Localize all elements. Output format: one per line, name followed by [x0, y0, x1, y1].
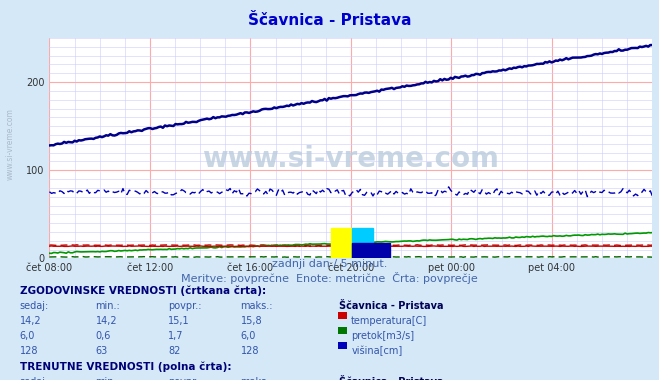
Bar — [352, 242, 389, 258]
Text: povpr.:: povpr.: — [168, 301, 202, 311]
Text: www.si-vreme.com: www.si-vreme.com — [5, 108, 14, 180]
Text: 14,2: 14,2 — [20, 316, 42, 326]
Text: Ščavnica - Pristava: Ščavnica - Pristava — [248, 13, 411, 28]
Text: ZGODOVINSKE VREDNOSTI (črtkana črta):: ZGODOVINSKE VREDNOSTI (črtkana črta): — [20, 286, 266, 296]
Text: zadnji dan / 5 minut.: zadnji dan / 5 minut. — [272, 259, 387, 269]
Text: 15,8: 15,8 — [241, 316, 262, 326]
Text: 63: 63 — [96, 346, 108, 356]
Text: povpr.:: povpr.: — [168, 377, 202, 380]
Text: 82: 82 — [168, 346, 181, 356]
Text: TRENUTNE VREDNOSTI (polna črta):: TRENUTNE VREDNOSTI (polna črta): — [20, 361, 231, 372]
Text: 0,6: 0,6 — [96, 331, 111, 341]
Text: višina[cm]: višina[cm] — [351, 346, 403, 356]
Text: temperatura[C]: temperatura[C] — [351, 316, 428, 326]
Text: 6,0: 6,0 — [20, 331, 35, 341]
Text: 6,0: 6,0 — [241, 331, 256, 341]
Text: pretok[m3/s]: pretok[m3/s] — [351, 331, 415, 341]
Text: sedaj:: sedaj: — [20, 377, 49, 380]
Text: 1,7: 1,7 — [168, 331, 184, 341]
Text: maks.:: maks.: — [241, 377, 273, 380]
Text: 14,2: 14,2 — [96, 316, 117, 326]
Bar — [352, 228, 373, 258]
Text: 128: 128 — [20, 346, 38, 356]
Text: maks.:: maks.: — [241, 301, 273, 311]
Text: Meritve: povprečne  Enote: metrične  Črta: povprečje: Meritve: povprečne Enote: metrične Črta:… — [181, 272, 478, 284]
Text: 128: 128 — [241, 346, 259, 356]
Text: Ščavnica - Pristava: Ščavnica - Pristava — [339, 377, 444, 380]
Text: sedaj:: sedaj: — [20, 301, 49, 311]
Text: Ščavnica - Pristava: Ščavnica - Pristava — [339, 301, 444, 311]
Text: min.:: min.: — [96, 301, 121, 311]
Text: www.si-vreme.com: www.si-vreme.com — [202, 145, 500, 173]
Text: min.:: min.: — [96, 377, 121, 380]
Text: 15,1: 15,1 — [168, 316, 190, 326]
Bar — [331, 228, 352, 258]
